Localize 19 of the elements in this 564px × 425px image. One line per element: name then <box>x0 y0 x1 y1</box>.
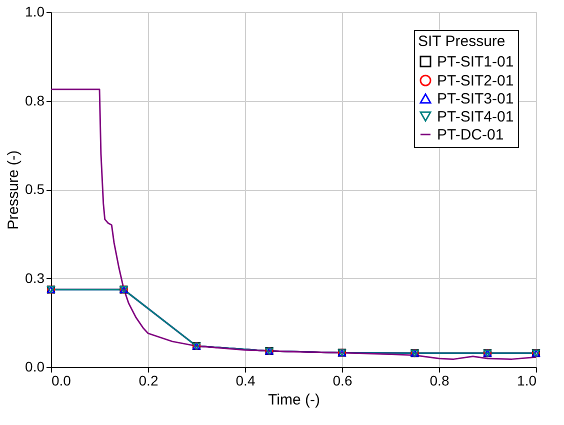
x-tick-label: 0.4 <box>236 372 256 388</box>
x-tick-label: 0.0 <box>52 372 72 388</box>
y-tick-label: 1.0 <box>25 4 45 20</box>
y-tick-label: 0.5 <box>25 181 45 197</box>
x-axis-title: Time (-) <box>268 392 320 408</box>
legend-label: PT-SIT1-01 <box>437 54 514 70</box>
y-axis-title: Pressure (-) <box>5 150 22 230</box>
x-tick-label: 0.8 <box>430 372 450 388</box>
legend-label: PT-DC-01 <box>437 126 504 144</box>
legend-label: PT-SIT2-01 <box>437 72 514 90</box>
x-tick-label: 0.6 <box>332 372 352 388</box>
y-tick-label: 0.8 <box>25 92 45 108</box>
x-tick-label: 0.2 <box>138 372 158 388</box>
legend-label: PT-SIT3-01 <box>437 90 514 108</box>
y-tick-label: 0.0 <box>25 358 45 374</box>
x-tick-label: 1.0 <box>517 372 537 388</box>
y-tick-label: 0.3 <box>25 270 45 286</box>
legend-title: SIT Pressure <box>418 33 506 50</box>
legend-label: PT-SIT4-01 <box>437 108 514 126</box>
